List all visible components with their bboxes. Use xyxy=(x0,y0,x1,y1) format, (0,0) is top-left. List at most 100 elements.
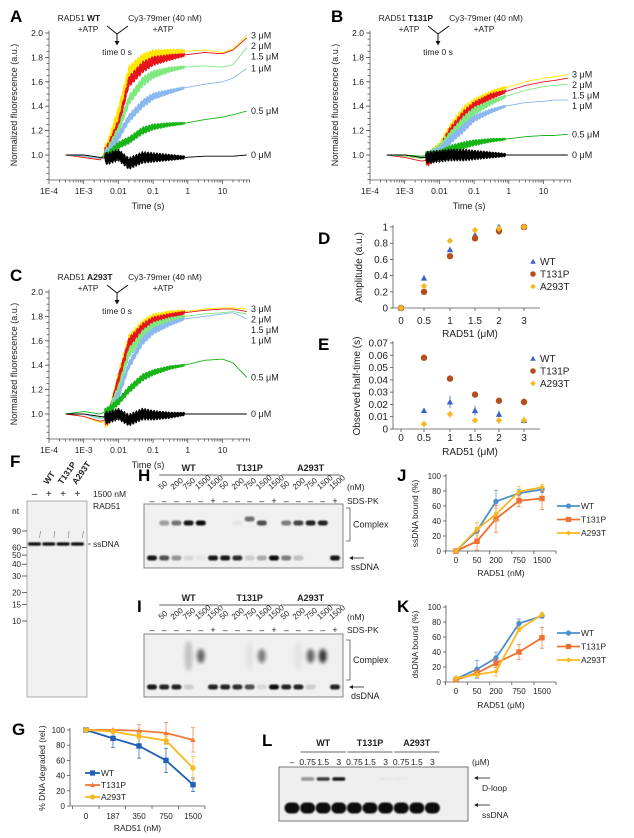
curve-label: 1 μM xyxy=(251,63,271,73)
sds-pk-sign: + xyxy=(210,625,215,635)
lane-concentration-label: 1.5 xyxy=(411,757,423,767)
legend-marker xyxy=(530,368,536,374)
sds-pk-sign: – xyxy=(174,496,179,506)
free-dna-band xyxy=(147,555,157,561)
x-tick-label: 0.01 xyxy=(431,186,448,196)
lane-concentration-label: 0.75 xyxy=(346,757,363,767)
sds-pk-sign: – xyxy=(320,496,325,506)
curve-label: 1.5 μM xyxy=(572,90,600,100)
size-marker-label: 40 xyxy=(12,560,21,569)
x-tick-label: 0.01 xyxy=(110,445,127,455)
data-point xyxy=(420,420,428,428)
y-tick-label: 40 xyxy=(432,648,441,657)
concentration-label: 1500 nM xyxy=(93,489,126,499)
atp-label: +ATP xyxy=(153,24,174,34)
y-tick-label: 2.0 xyxy=(31,287,43,297)
curve-label: 2 μM xyxy=(251,41,271,51)
lane-concentration-label: 50 xyxy=(157,479,170,492)
d-loop-band xyxy=(316,777,330,781)
data-point xyxy=(493,498,499,505)
legend-marker xyxy=(565,530,572,536)
complex-band xyxy=(195,520,206,526)
free-dna-band xyxy=(269,684,279,690)
sds-pk-sign: – xyxy=(223,625,228,635)
rad51-sign: – xyxy=(32,489,38,500)
data-point xyxy=(420,288,428,295)
legend-marker xyxy=(89,770,96,776)
x-tick-label: 200 xyxy=(489,556,503,565)
y-tick-label: 80 xyxy=(432,618,441,627)
data-point xyxy=(83,727,89,733)
data-point xyxy=(190,765,196,771)
y-tick-label: 100 xyxy=(52,726,66,735)
ssdna-band xyxy=(42,542,56,546)
free-dna-band xyxy=(159,684,170,690)
y-axis-label: Observed half-time (s) xyxy=(352,337,363,436)
ssdna-band xyxy=(70,542,84,546)
y-tick-label: 1.2 xyxy=(352,126,364,136)
x-tick-label: 0.5 xyxy=(417,433,431,444)
ssdna-band xyxy=(346,802,362,814)
data-point xyxy=(190,737,196,743)
y-tick-label: 0.2 xyxy=(374,287,388,298)
legend-label: WT xyxy=(540,354,556,365)
protein-label: RAD51 xyxy=(58,13,86,23)
d-loop-band xyxy=(332,777,346,781)
ssdna-label: ssDNA xyxy=(93,539,120,549)
legend-label: WT xyxy=(101,768,114,778)
y-tick-label: 0.8 xyxy=(374,239,388,250)
complex-band xyxy=(232,520,243,526)
x-tick-label: 200 xyxy=(489,687,503,696)
x-axis-label: Time (s) xyxy=(132,460,165,470)
curve-label: 3 μM xyxy=(251,30,271,40)
y-axis-label: % DNA degraded (rel.) xyxy=(37,725,47,811)
protein-label: RAD51 xyxy=(58,272,86,282)
data-point xyxy=(520,398,528,406)
panel-label: A xyxy=(10,7,22,26)
y-tick-label: 0.6 xyxy=(374,255,388,266)
x-tick-label: 1 xyxy=(447,316,453,327)
fluorescence-curve xyxy=(65,37,248,161)
data-point xyxy=(516,626,522,633)
unit-label: (nM) xyxy=(347,612,365,622)
data-point xyxy=(136,733,142,739)
curve-label: 0.5 μM xyxy=(251,372,279,382)
x-axis-label: RAD51 (μM) xyxy=(442,329,498,340)
sds-pk-sign: – xyxy=(235,625,240,635)
y-axis-label: dsDNA bound (%) xyxy=(410,610,420,678)
y-tick-label: 1.8 xyxy=(31,311,43,321)
x-tick-label: 1.5 xyxy=(468,316,482,327)
data-point xyxy=(474,671,480,678)
x-axis-label: Time (s) xyxy=(453,201,486,211)
data-point xyxy=(453,675,459,681)
y-tick-label: 1.0 xyxy=(31,409,43,419)
y-tick-label: 1.6 xyxy=(352,77,364,87)
data-point xyxy=(495,417,503,424)
y-tick-label: 0.04 xyxy=(369,375,389,386)
free-dna-band xyxy=(281,684,292,690)
y-tick-label: 0 xyxy=(437,547,442,556)
panel-label: C xyxy=(10,266,22,285)
complex-band xyxy=(245,641,254,671)
series-line xyxy=(455,497,543,552)
size-marker-label: 15 xyxy=(12,600,21,609)
x-tick-label: 1 xyxy=(185,186,190,196)
group-label: WT xyxy=(316,738,330,748)
sds-pk-sign: + xyxy=(210,496,215,506)
panel-label: F xyxy=(10,452,20,471)
panel-label: I xyxy=(137,597,142,616)
y-tick-label: 100 xyxy=(428,603,442,612)
size-marker-label: 60 xyxy=(12,544,21,553)
y-tick-label: 0.01 xyxy=(369,412,389,423)
y-tick-label: 1.0 xyxy=(352,150,364,160)
data-point xyxy=(539,635,545,641)
data-point xyxy=(520,223,528,231)
data-point xyxy=(446,398,454,405)
sds-pk-sign: + xyxy=(271,496,276,506)
x-tick-label: 0 xyxy=(454,687,459,696)
ssdna-band xyxy=(300,802,316,814)
x-tick-label: 187 xyxy=(106,812,120,821)
sds-pk-sign: – xyxy=(186,496,191,506)
d-loop-band xyxy=(379,777,392,781)
arrow-left-icon xyxy=(474,776,478,780)
